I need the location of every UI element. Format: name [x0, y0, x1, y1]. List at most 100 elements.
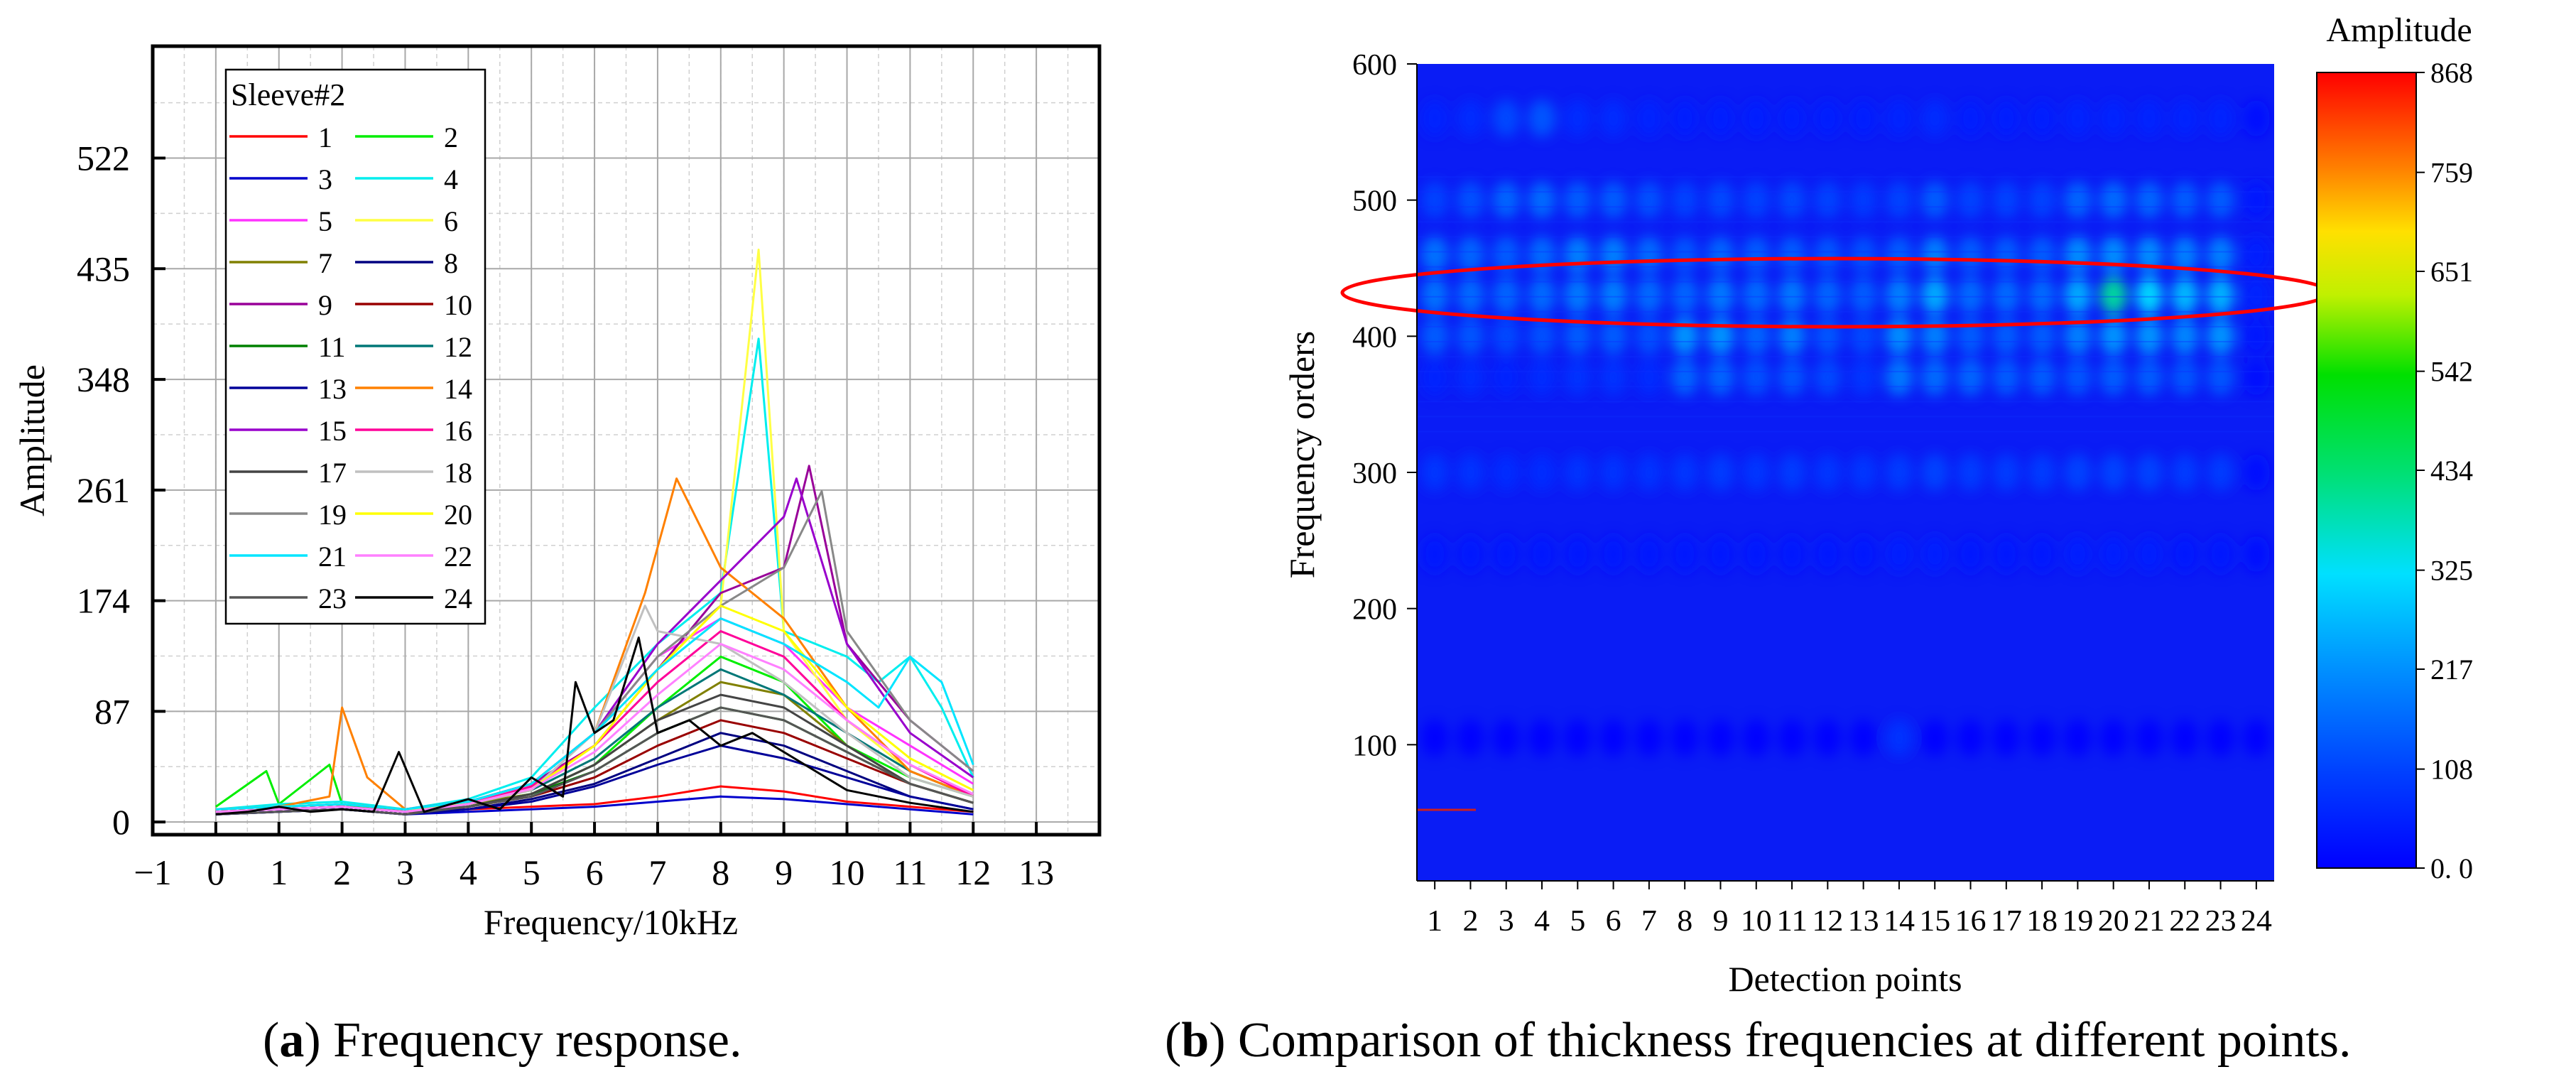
heat-cell	[1992, 536, 2020, 573]
heat-cell	[1849, 181, 1877, 219]
heat-cell	[1885, 236, 1913, 273]
x-tick-label-b: 3	[1499, 905, 1514, 938]
legend-label-12: 12	[444, 331, 472, 363]
heat-cell	[2028, 99, 2056, 137]
x-tick-label-b: 14	[1884, 905, 1915, 938]
heat-cell	[1957, 99, 1984, 137]
heat-cell	[1957, 358, 1984, 396]
x-tick-label-b: 2	[1462, 905, 1478, 938]
heat-cell	[1957, 719, 1984, 757]
heat-cell	[2028, 181, 2056, 219]
heat-cell	[2171, 719, 2199, 757]
heat-cell	[1564, 536, 1592, 573]
x-tick-label-b: 12	[1812, 905, 1843, 938]
heat-cell	[1492, 536, 1520, 573]
heat-cell	[1671, 358, 1699, 396]
heat-cell	[2135, 236, 2163, 273]
heat-cell	[1457, 454, 1484, 491]
heat-cell	[1564, 719, 1592, 757]
colorbar-tick-label: 108	[2430, 754, 2473, 786]
heat-cell	[2171, 99, 2199, 137]
heat-cell	[1421, 236, 1449, 273]
heat-cell	[1492, 318, 1520, 355]
heat-cell	[2099, 181, 2127, 219]
x-tick-label-a: 11	[893, 852, 927, 892]
x-tick-label-b: 17	[1991, 905, 2022, 938]
colorbar-tick-label: 217	[2430, 654, 2473, 686]
x-tick-label-b: 10	[1741, 905, 1772, 938]
heat-cell	[2064, 719, 2092, 757]
heat-cell	[1742, 358, 1770, 396]
heat-cell	[2242, 318, 2270, 355]
heat-cell	[1457, 358, 1484, 396]
heat-cell	[1671, 719, 1699, 757]
heat-cell	[2242, 181, 2270, 219]
y-tick-label-a: 87	[94, 691, 130, 731]
heat-cell	[1849, 318, 1877, 355]
heat-cell	[1742, 181, 1770, 219]
caption-a-open: (	[263, 1013, 280, 1068]
y-tick-label-b: 600	[1352, 49, 1397, 82]
heat-cell	[2207, 99, 2234, 137]
heat-cell	[1992, 318, 2020, 355]
heat-cell	[1421, 99, 1449, 137]
heat-cell	[1814, 181, 1842, 219]
heat-cell	[2207, 236, 2234, 273]
heat-cell	[1778, 236, 1806, 273]
y-tick-label-a: 0	[112, 802, 130, 842]
heat-cell	[2171, 318, 2199, 355]
heat-cell	[1814, 358, 1842, 396]
heat-cell	[2028, 276, 2056, 314]
heat-cell	[1742, 318, 1770, 355]
heat-cell	[1814, 454, 1842, 491]
x-tick-label-a: 9	[775, 852, 793, 892]
x-tick-label-b: 6	[1606, 905, 1621, 938]
legend-label-3: 3	[318, 163, 332, 195]
legend-label-15: 15	[318, 415, 347, 447]
heat-cell	[2064, 181, 2092, 219]
heat-cell	[1528, 276, 1556, 314]
caption-b: (b) Comparison of thickness frequencies …	[1165, 1012, 2352, 1069]
heat-cell	[1742, 719, 1770, 757]
heat-cell	[1635, 236, 1663, 273]
heat-cell	[1957, 181, 1984, 219]
heat-cell	[1671, 454, 1699, 491]
heat-cell	[1457, 276, 1484, 314]
heat-cell	[1707, 358, 1734, 396]
heat-cell	[1814, 276, 1842, 314]
heat-cell	[1957, 536, 1984, 573]
heat-cell	[1528, 536, 1556, 573]
x-tick-label-a: 1	[270, 852, 288, 892]
legend-label-5: 5	[318, 205, 332, 237]
x-tick-label-a: 6	[586, 852, 604, 892]
heat-cell	[1814, 99, 1842, 137]
caption-b-letter: b	[1181, 1013, 1210, 1068]
heat-cell	[1992, 454, 2020, 491]
heat-cell	[1885, 99, 1913, 137]
y-tick-label-b: 400	[1352, 321, 1397, 354]
x-tick-label-b: 24	[2241, 905, 2272, 938]
heat-cell	[1921, 318, 1949, 355]
legend-title: Sleeve#2	[231, 77, 345, 112]
x-tick-label-a: 0	[207, 852, 224, 892]
y-tick-label-a: 348	[77, 359, 130, 399]
heat-cell	[1814, 318, 1842, 355]
heat-cell	[1528, 318, 1556, 355]
x-tick-label-b: 4	[1534, 905, 1550, 938]
legend-label-17: 17	[318, 457, 347, 489]
heat-cell	[2135, 536, 2163, 573]
heat-cell	[2242, 719, 2270, 757]
heat-cell	[1778, 181, 1806, 219]
legend-label-1: 1	[318, 121, 332, 153]
y-tick-label-a: 522	[77, 139, 130, 178]
heat-cell	[1635, 536, 1663, 573]
heat-cell	[1921, 181, 1949, 219]
heat-cell	[1564, 318, 1592, 355]
y-tick-label-a: 435	[77, 249, 130, 288]
heat-cell	[2135, 358, 2163, 396]
heat-cell	[2064, 318, 2092, 355]
heat-cell	[1671, 276, 1699, 314]
